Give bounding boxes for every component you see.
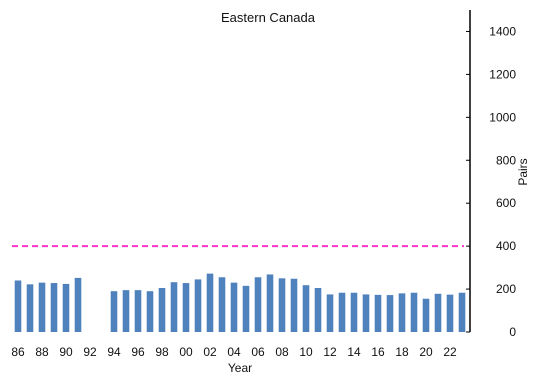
x-tick-label: 14 bbox=[347, 345, 361, 359]
bar-2012 bbox=[326, 294, 334, 332]
bar-2018 bbox=[398, 293, 406, 332]
bar-2017 bbox=[386, 295, 394, 332]
x-tick-label: 18 bbox=[395, 345, 409, 359]
y-tick-label: 400 bbox=[496, 239, 516, 253]
y-tick-label: 1200 bbox=[489, 67, 516, 81]
bar-2000 bbox=[182, 283, 190, 332]
bar-1999 bbox=[170, 282, 178, 332]
x-tick-label: 02 bbox=[203, 345, 217, 359]
bar-1991 bbox=[74, 277, 82, 332]
x-tick-label: 98 bbox=[155, 345, 169, 359]
y-tick-label: 800 bbox=[496, 153, 516, 167]
bar-2014 bbox=[350, 292, 358, 332]
bar-2001 bbox=[194, 279, 202, 332]
y-tick-label: 0 bbox=[509, 325, 516, 339]
x-tick-label: 90 bbox=[59, 345, 73, 359]
bar-2010 bbox=[302, 285, 310, 332]
bar-2006 bbox=[254, 277, 262, 332]
bar-1997 bbox=[146, 291, 154, 332]
bar-2015 bbox=[362, 294, 370, 332]
x-tick-label: 94 bbox=[107, 345, 121, 359]
bar-1990 bbox=[62, 283, 70, 332]
x-tick-label: 06 bbox=[251, 345, 265, 359]
bar-2003 bbox=[218, 277, 226, 332]
x-tick-label: 96 bbox=[131, 345, 145, 359]
bar-2009 bbox=[290, 278, 298, 332]
bar-2019 bbox=[410, 292, 418, 332]
x-axis-ticks: 86 88 90 92 94 96 98 00 02 04 06 08 10 12 14 16 18 20 22 bbox=[11, 345, 457, 359]
bar-1987 bbox=[26, 284, 34, 332]
bar-2011 bbox=[314, 287, 322, 332]
bar-1996 bbox=[134, 290, 142, 332]
x-tick-label: 86 bbox=[11, 345, 25, 359]
x-tick-label: 00 bbox=[179, 345, 193, 359]
y-tick-label: 1000 bbox=[489, 110, 516, 124]
x-tick-label: 04 bbox=[227, 345, 241, 359]
bar-2004 bbox=[230, 282, 238, 332]
bars-group bbox=[14, 273, 466, 332]
chart-title: Eastern Canada bbox=[221, 10, 316, 25]
y-tick-label: 1400 bbox=[489, 24, 516, 38]
bar-2021 bbox=[434, 293, 442, 332]
bar-2007 bbox=[266, 274, 274, 332]
bar-1989 bbox=[50, 283, 58, 332]
bar-2008 bbox=[278, 278, 286, 332]
bar-1998 bbox=[158, 287, 166, 332]
y-tick-label: 600 bbox=[496, 196, 516, 210]
bar-2022 bbox=[446, 294, 454, 332]
bar-2005 bbox=[242, 285, 250, 332]
x-tick-label: 08 bbox=[275, 345, 289, 359]
x-tick-label: 16 bbox=[371, 345, 385, 359]
y-axis: 0 200 400 600 800 1000 1200 1400 bbox=[466, 10, 516, 339]
y-axis-label: Pairs bbox=[516, 158, 530, 185]
x-tick-label: 20 bbox=[419, 345, 433, 359]
bar-2013 bbox=[338, 292, 346, 332]
x-axis-label: Year bbox=[228, 361, 252, 375]
x-tick-label: 88 bbox=[35, 345, 49, 359]
x-tick-label: 12 bbox=[323, 345, 337, 359]
bar-1994 bbox=[110, 291, 118, 332]
x-tick-label: 92 bbox=[83, 345, 97, 359]
bar-1986 bbox=[14, 280, 22, 332]
bar-1995 bbox=[122, 290, 130, 332]
x-tick-label: 22 bbox=[443, 345, 457, 359]
bar-1988 bbox=[38, 282, 46, 332]
y-tick-label: 200 bbox=[496, 282, 516, 296]
bar-2002 bbox=[206, 273, 214, 332]
bar-2020 bbox=[422, 298, 430, 332]
bar-2016 bbox=[374, 294, 382, 332]
x-tick-label: 10 bbox=[299, 345, 313, 359]
bar-2023 bbox=[458, 292, 466, 332]
